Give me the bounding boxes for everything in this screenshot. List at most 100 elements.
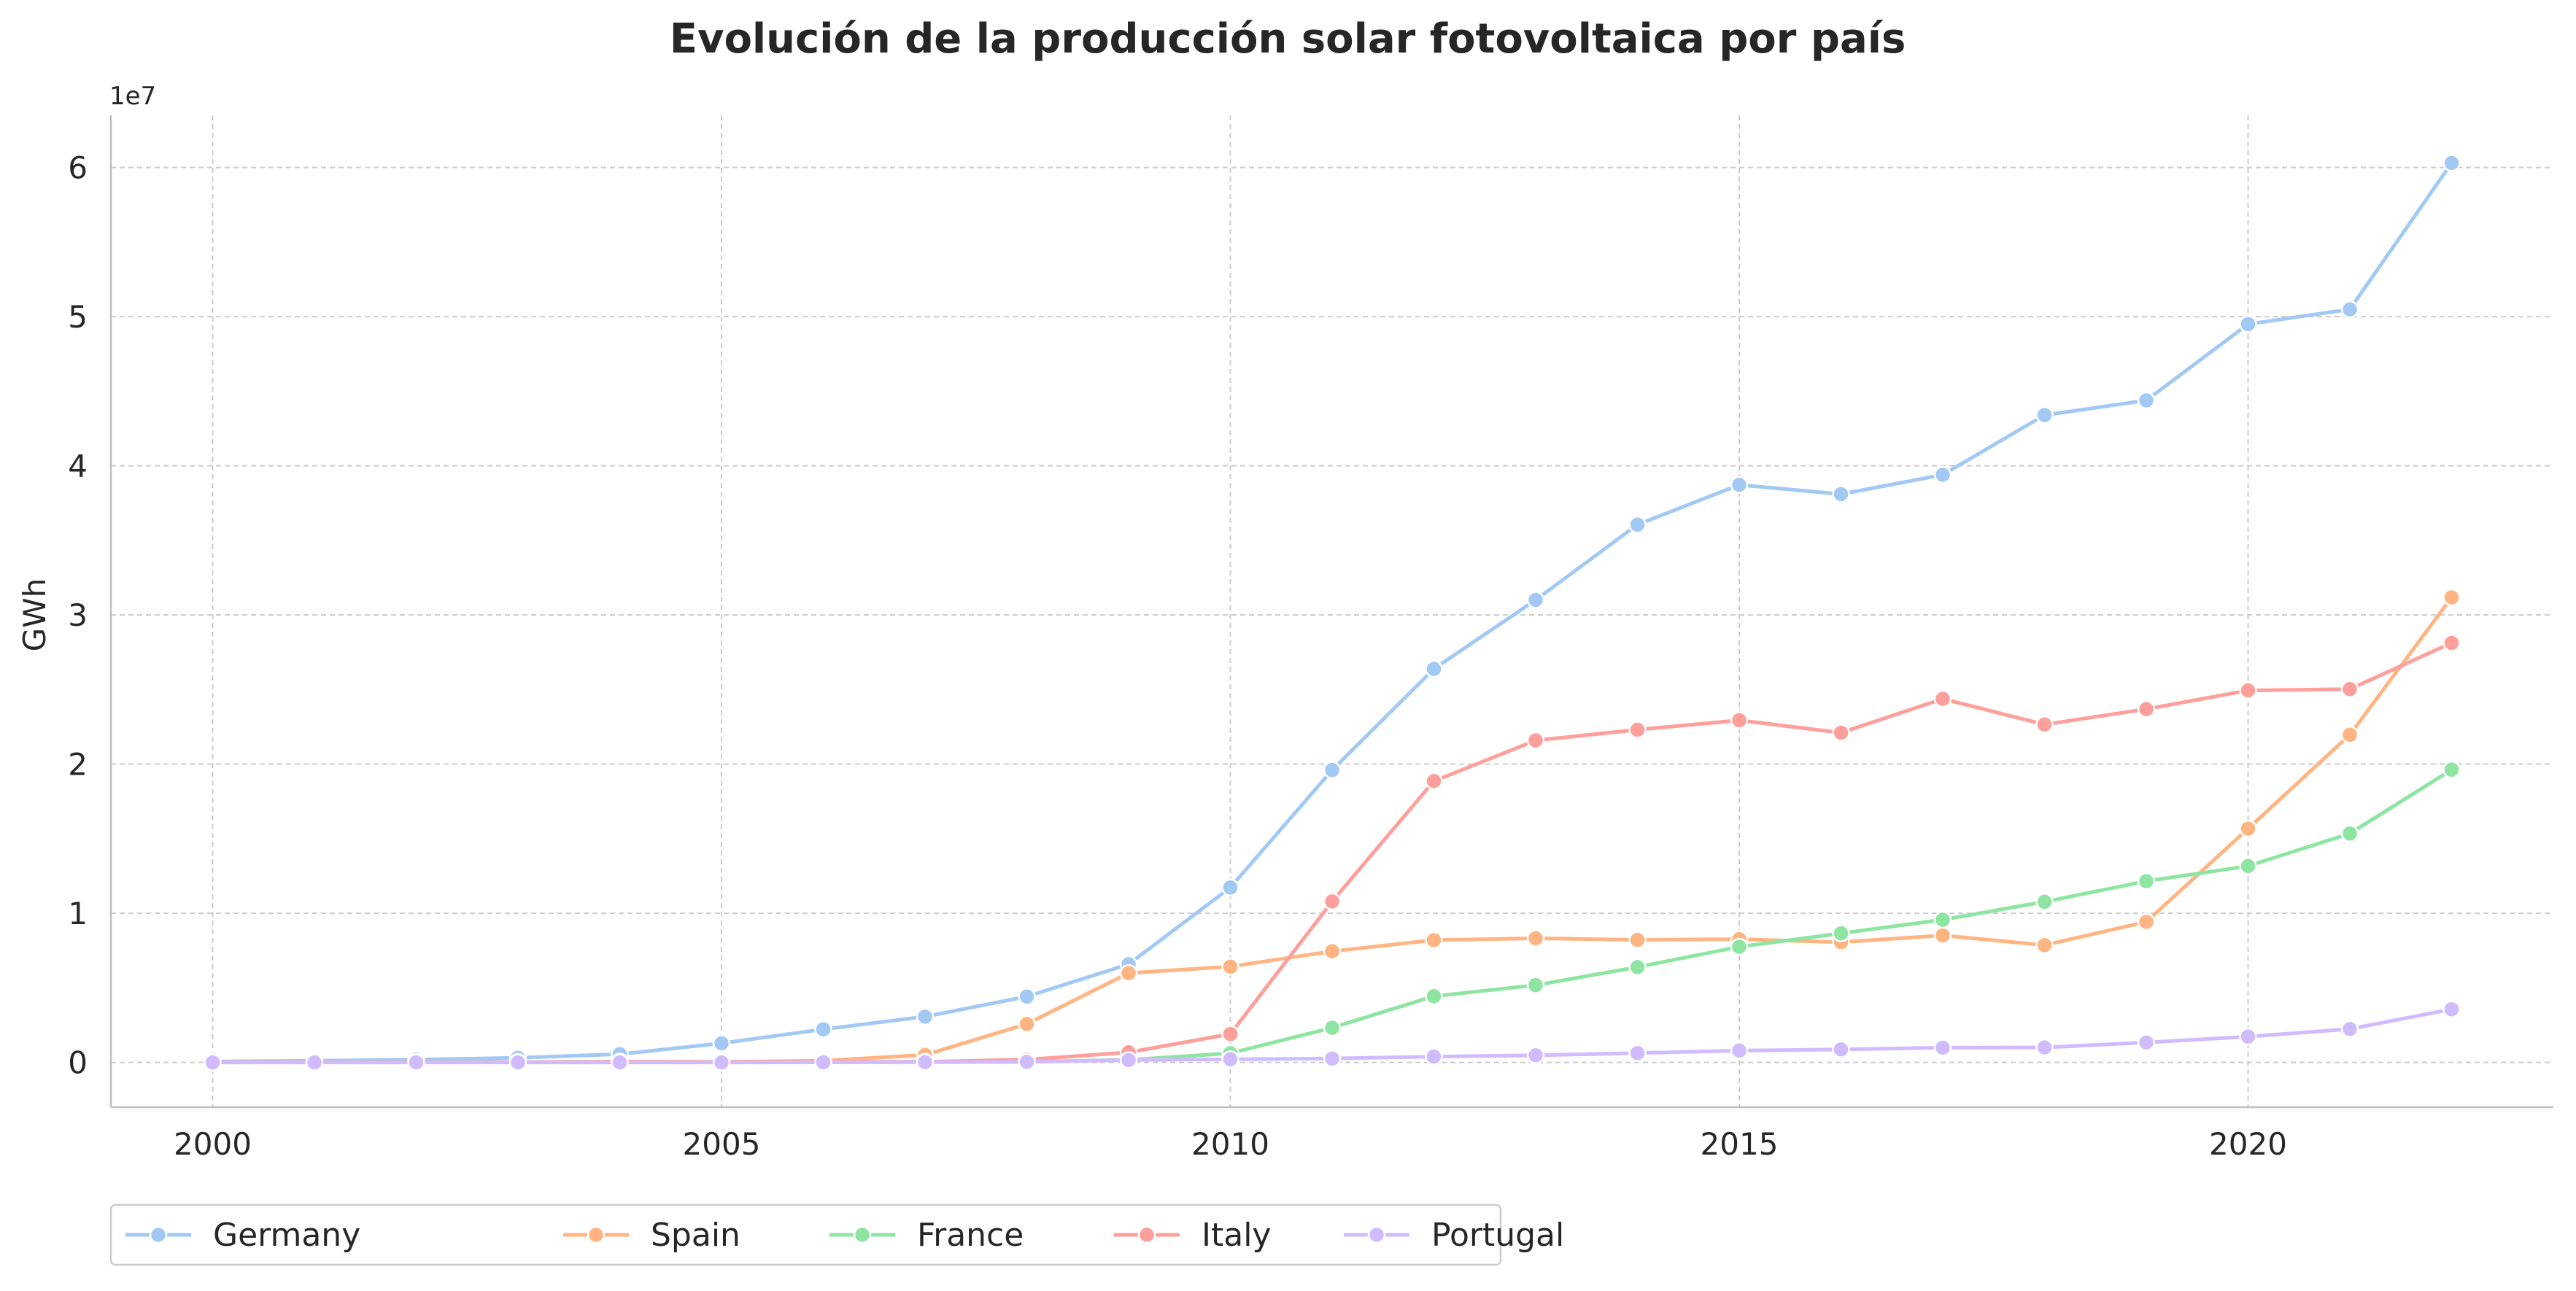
- data-point-spain: [2137, 912, 2156, 931]
- axes: [109, 115, 2553, 1109]
- data-point-germany: [916, 1007, 935, 1026]
- data-point-portugal: [2035, 1038, 2054, 1057]
- data-point-spain: [1425, 931, 1443, 950]
- y-tick-label: 1: [68, 896, 88, 931]
- data-point-portugal: [611, 1053, 629, 1071]
- data-point-portugal: [1119, 1051, 1138, 1069]
- data-point-germany: [1221, 878, 1239, 897]
- y-tick-label: 0: [68, 1045, 88, 1081]
- series-lines: [204, 154, 2461, 1071]
- data-point-germany: [1018, 988, 1036, 1006]
- data-point-portugal: [712, 1053, 731, 1071]
- legend-item-france: France: [829, 1217, 1024, 1254]
- chart-title: Evolución de la producción solar fotovol…: [670, 15, 1906, 63]
- data-point-france: [1526, 976, 1545, 994]
- data-point-spain: [2239, 819, 2257, 838]
- data-point-italy: [2137, 699, 2156, 718]
- data-point-portugal: [1323, 1050, 1342, 1068]
- data-point-spain: [1933, 926, 1952, 945]
- data-point-germany: [1832, 485, 1850, 503]
- data-point-italy: [1832, 724, 1850, 742]
- data-point-germany: [1628, 516, 1647, 534]
- x-tick-label: 2015: [1701, 1126, 1779, 1162]
- data-point-portugal: [2239, 1028, 2257, 1046]
- data-point-italy: [1221, 1025, 1239, 1043]
- data-point-germany: [2137, 391, 2156, 410]
- data-point-france: [1832, 924, 1850, 942]
- data-point-portugal: [2340, 1020, 2359, 1039]
- legend-swatch-marker: [1367, 1225, 1386, 1244]
- data-point-italy: [1933, 689, 1952, 708]
- data-point-italy: [1323, 892, 1342, 911]
- series-germany: [204, 154, 2461, 1071]
- data-point-germany: [2442, 154, 2461, 172]
- legend-swatch-marker: [853, 1225, 872, 1244]
- data-point-spain: [2035, 936, 2054, 955]
- tick-labels: 2000 2005 2010 2015 2020 0 1 2 3 4 5 6: [68, 150, 2287, 1162]
- legend-label: France: [917, 1217, 1024, 1254]
- data-point-germany: [1323, 761, 1342, 780]
- legend: Germany Spain France Italy Portugal: [109, 1203, 1564, 1266]
- data-point-france: [2035, 893, 2054, 911]
- data-point-italy: [1628, 721, 1647, 739]
- series-portugal: [204, 1000, 2461, 1071]
- series-italy: [204, 634, 2461, 1071]
- data-point-italy: [1730, 711, 1749, 729]
- x-tick-label: 2020: [2209, 1126, 2287, 1162]
- data-point-portugal: [2137, 1033, 2156, 1052]
- legend-label: Portugal: [1431, 1217, 1564, 1254]
- series-spain: [204, 588, 2461, 1071]
- data-point-portugal: [1018, 1052, 1036, 1071]
- legend-frame: [109, 1203, 1502, 1266]
- legend-label: Spain: [651, 1217, 740, 1254]
- series-france: [204, 761, 2461, 1071]
- data-point-germany: [2340, 300, 2359, 319]
- data-point-spain: [1018, 1015, 1036, 1034]
- data-point-france: [1323, 1018, 1342, 1037]
- data-point-portugal: [1221, 1050, 1239, 1069]
- data-point-france: [1933, 910, 1952, 929]
- series-line-spain: [211, 595, 2453, 1064]
- y-tick-label: 5: [68, 299, 88, 335]
- data-point-germany: [2035, 406, 2054, 424]
- legend-item-spain: Spain: [563, 1217, 740, 1254]
- data-point-france: [1628, 958, 1647, 977]
- data-point-portugal: [1425, 1047, 1443, 1066]
- series-line-italy: [211, 641, 2453, 1064]
- legend-label: Italy: [1202, 1217, 1271, 1254]
- data-point-germany: [2239, 315, 2257, 333]
- legend-item-italy: Italy: [1114, 1217, 1271, 1254]
- data-point-spain: [1628, 931, 1647, 949]
- data-point-spain: [2442, 588, 2461, 607]
- series-line-france: [211, 767, 2453, 1064]
- data-point-portugal: [814, 1053, 832, 1071]
- y-tick-label: 4: [68, 449, 88, 484]
- y-tick-label: 6: [68, 150, 88, 186]
- data-point-portugal: [305, 1053, 324, 1071]
- y-tick-label: 2: [68, 747, 88, 783]
- legend-swatch-marker: [587, 1225, 606, 1244]
- y-axis-label: GWh: [17, 578, 53, 652]
- data-point-portugal: [1628, 1044, 1647, 1063]
- data-point-italy: [2239, 681, 2257, 699]
- data-point-portugal: [916, 1052, 935, 1071]
- data-point-portugal: [1832, 1040, 1850, 1059]
- legend-item-portugal: Portugal: [1344, 1217, 1564, 1254]
- data-point-portugal: [2442, 1000, 2461, 1018]
- y-axis-offset-label: 1e7: [109, 82, 156, 111]
- data-point-portugal: [1526, 1046, 1545, 1065]
- data-point-italy: [1425, 772, 1443, 791]
- legend-swatch-marker: [149, 1225, 168, 1244]
- data-point-portugal: [204, 1053, 222, 1071]
- data-point-italy: [2442, 634, 2461, 652]
- data-point-france: [2340, 824, 2359, 843]
- data-point-portugal: [1730, 1042, 1749, 1060]
- data-point-portugal: [407, 1053, 425, 1071]
- data-point-france: [1425, 987, 1443, 1006]
- data-point-france: [2137, 872, 2156, 891]
- data-point-spain: [2340, 726, 2359, 744]
- data-point-italy: [1526, 731, 1545, 750]
- data-point-germany: [1526, 591, 1545, 609]
